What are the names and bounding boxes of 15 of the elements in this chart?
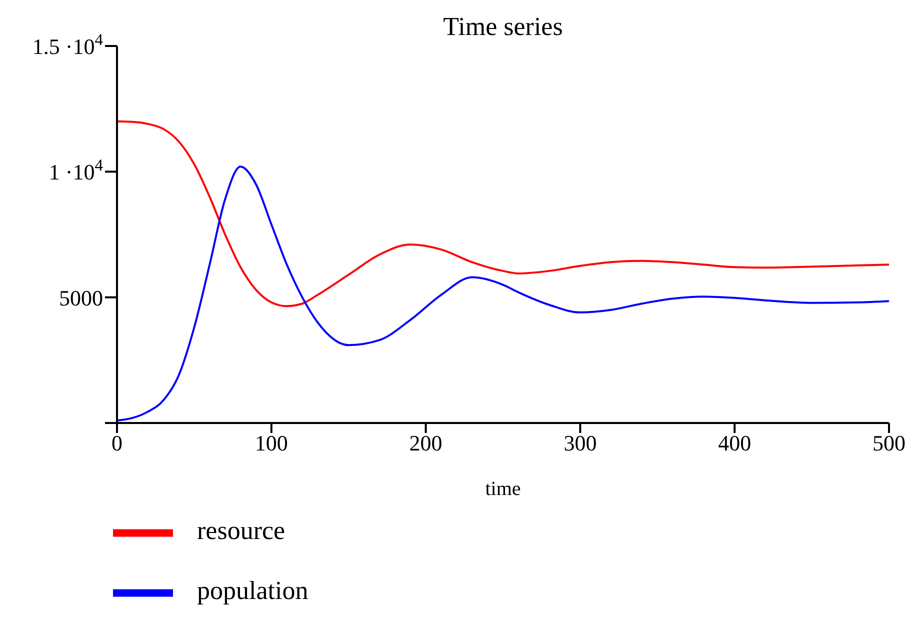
y-tick-label: 1.5 ·10$^{4}$ (32, 30, 103, 59)
x-tick-label: 300 (564, 430, 597, 456)
line-series (117, 120, 889, 308)
x-axis-title: time (485, 478, 521, 500)
y-tick-label: 5000 (59, 285, 103, 310)
y-tick-label: 1 ·10$^{4}$ (48, 155, 103, 185)
x-tick-label: 0 (112, 430, 122, 456)
line-series (117, 166, 889, 422)
x-tick-label: 400 (718, 430, 752, 456)
legend-label: resource (197, 516, 286, 545)
x-tick-label: 100 (254, 430, 288, 456)
legend-label: population (197, 576, 308, 605)
x-tick-label: 500 (872, 430, 906, 456)
chart-title: Time series (443, 12, 563, 41)
x-tick-label: 200 (409, 430, 442, 456)
